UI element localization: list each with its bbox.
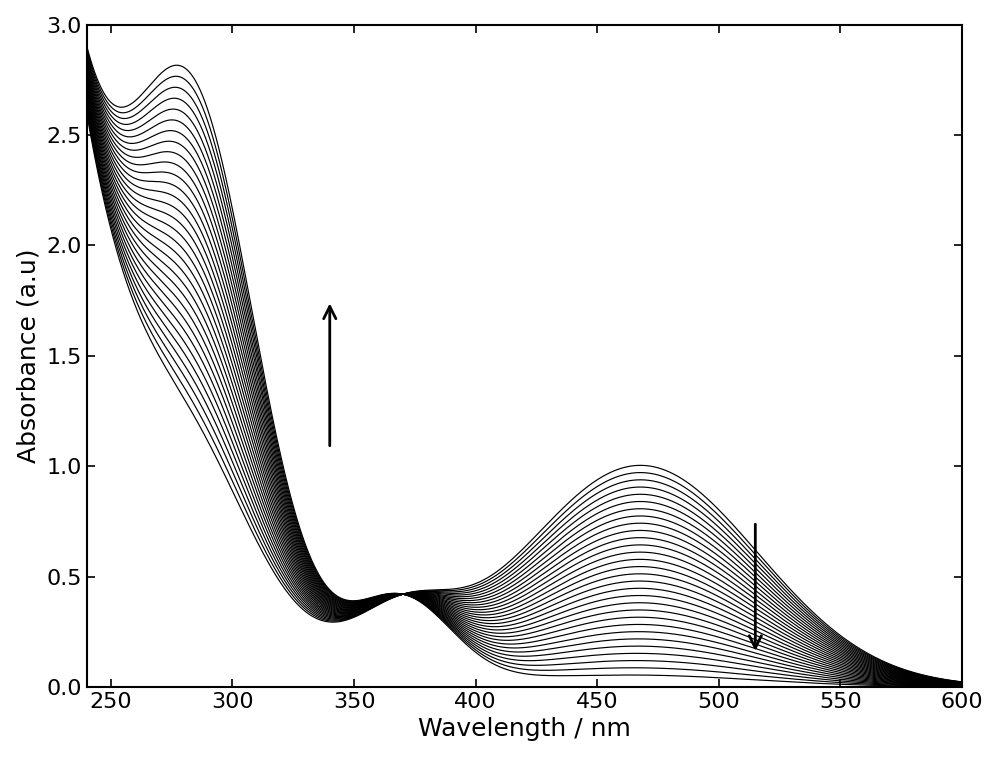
Y-axis label: Absorbance (a.u): Absorbance (a.u) [17,249,41,463]
X-axis label: Wavelength / nm: Wavelength / nm [418,717,631,741]
